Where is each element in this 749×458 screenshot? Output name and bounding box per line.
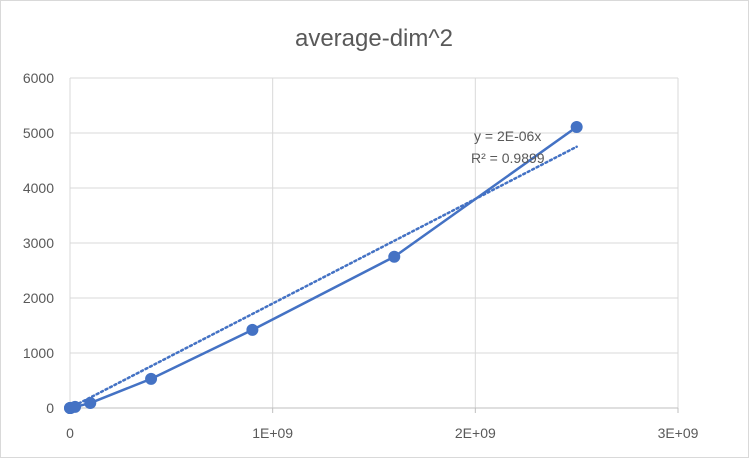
y-tick-label: 2000 <box>23 290 54 306</box>
data-points <box>64 120 583 414</box>
y-tick-label: 3000 <box>23 235 54 251</box>
y-tick-labels: 0 1000 2000 3000 4000 5000 6000 <box>23 70 54 416</box>
x-tick-labels: 0 1E+09 2E+09 3E+09 <box>66 425 699 441</box>
x-tick-label: 2E+09 <box>455 425 496 441</box>
y-tick-label: 0 <box>46 400 54 416</box>
x-tick-label: 1E+09 <box>252 425 293 441</box>
chart-title: average-dim^2 <box>295 25 453 52</box>
y-tick-label: 6000 <box>23 70 54 86</box>
y-tick-label: 1000 <box>23 345 54 361</box>
data-point <box>84 397 97 410</box>
data-point <box>570 120 583 133</box>
data-point <box>145 372 158 385</box>
trendline-r-squared: R² = 0.9899 <box>471 150 545 166</box>
x-tick-label: 3E+09 <box>658 425 699 441</box>
y-tick-label: 5000 <box>23 125 54 141</box>
x-tick-label: 0 <box>66 425 74 441</box>
data-point <box>388 250 401 263</box>
data-point <box>246 323 259 336</box>
gridlines <box>69 77 679 408</box>
trendline <box>68 145 578 410</box>
series-line <box>68 125 578 410</box>
data-point <box>69 400 82 413</box>
y-tick-label: 4000 <box>23 180 54 196</box>
trendline-equation: y = 2E-06x <box>474 128 541 144</box>
x-tick-marks <box>69 408 679 413</box>
